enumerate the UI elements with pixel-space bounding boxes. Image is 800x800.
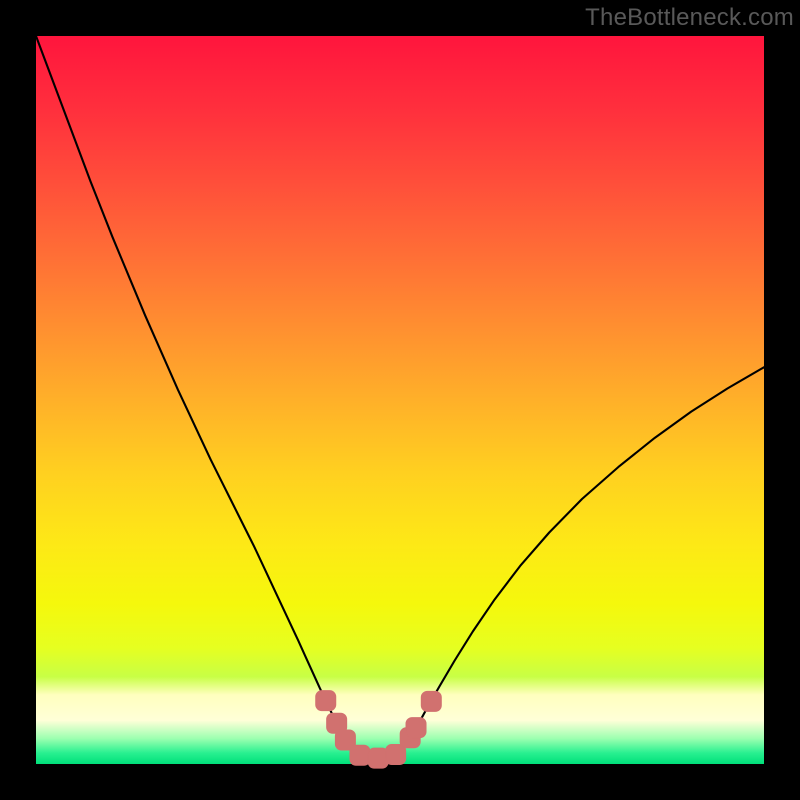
curve-marker bbox=[406, 718, 426, 738]
curve-layer bbox=[0, 0, 800, 800]
watermark-text: TheBottleneck.com bbox=[585, 4, 794, 32]
bottleneck-curve bbox=[36, 36, 764, 758]
curve-marker bbox=[350, 745, 370, 765]
curve-marker bbox=[316, 691, 336, 711]
curve-marker bbox=[421, 691, 441, 711]
chart-stage: TheBottleneck.com bbox=[0, 0, 800, 800]
curve-marker bbox=[386, 745, 406, 765]
